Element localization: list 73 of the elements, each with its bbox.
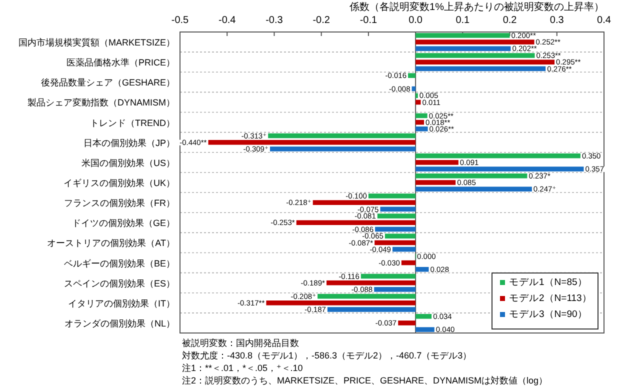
y-tick-label: ドイツの個別効果（GE） [72,218,175,228]
bar [416,327,434,332]
x-tick-label: 0.1 [456,15,470,26]
x-tick-label: -0.5 [171,15,190,26]
y-tick-label: スペインの個別効果（ES） [64,278,175,288]
y-tick-label: ベルギーの個別効果（BE） [64,258,175,268]
x-tick-label: 0.3 [550,15,564,26]
bar [392,246,416,252]
text: 被説明変数：国内開発品目数 [182,338,299,348]
y-tick-label: イタリアの個別効果（IT） [68,298,175,308]
x-tick-label: 0.0 [408,15,423,26]
bar [416,160,458,165]
bar [368,194,416,198]
bar [327,307,416,312]
legend-label: モデル1（N=85） [509,277,588,288]
bar [416,100,421,105]
bar [416,186,532,192]
y-tick-label: オランダの個別効果（NL） [64,318,175,328]
y-tick-label: 後発品数量シェア（GESHARE） [40,78,175,88]
bar [416,166,584,172]
bar [416,33,510,38]
x-tick-label: 0.2 [502,15,518,26]
y-tick-label: 国内市場規模実質額（MARKETSIZE） [18,38,175,48]
text: 対数尤度：-430.8（モデル1），-586.3（モデル2），-460.7（モデル3） [182,350,472,360]
bar [416,120,424,125]
bar [270,146,416,152]
bar [268,133,416,138]
bar [208,140,416,145]
text: 注2：説明変数のうち、MARKETSIZE、PRICE、GESHARE、DYNAMISMは対数値（log） [182,376,548,386]
bar [401,260,416,266]
bar [408,73,416,78]
bar [416,266,429,272]
bar [416,126,428,132]
bar [416,60,555,64]
bar [266,300,416,306]
bar [416,53,535,58]
bar [360,274,416,279]
bar [384,234,416,238]
bar [326,280,416,286]
x-tick-label: 0.4 [597,15,612,26]
y-tick-label: イギリスの個別効果（UK） [63,178,175,188]
bar [380,206,416,212]
y-tick-label: 医薬品価格水準（PRICE） [66,58,175,68]
bar [374,240,416,246]
x-tick-label: -0.3 [266,15,284,26]
bar [416,314,432,319]
bar [312,200,416,205]
text: 注1：**＜.01，*＜.05，⁺＜.10 [182,363,303,373]
bar [416,180,456,185]
bar [318,294,416,299]
bar [416,66,546,72]
bar [375,226,416,232]
y-tick-label: オーストリアの個別効果（AT） [47,238,175,248]
bar [416,40,534,44]
bar [374,287,416,292]
x-tick-label: -0.2 [312,15,330,26]
x-axis-title: 係数（各説明変数1%上昇あたりの被説明変数の上昇率） [350,1,604,13]
legend-label: モデル3（N=90） [509,309,588,320]
y-tick-label: フランスの個別効果（FR） [64,198,175,208]
x-tick-label: -0.1 [360,15,378,26]
y-tick-label: 日本の個別効果（JP） [83,138,175,148]
bar [398,320,416,326]
bar [296,220,416,226]
bar [416,113,428,118]
y-tick-label: 製品シェア変動指数（DYNAMISM） [27,98,175,108]
x-tick-label: -0.4 [218,15,236,26]
bar [416,153,580,158]
bar [377,214,416,218]
legend-label: モデル2（N=113） [509,293,592,304]
y-tick-label: トレンド（TREND） [90,118,175,128]
bar [416,46,511,52]
bar [416,174,528,178]
y-tick-label: 米国の個別効果（US） [81,158,175,168]
